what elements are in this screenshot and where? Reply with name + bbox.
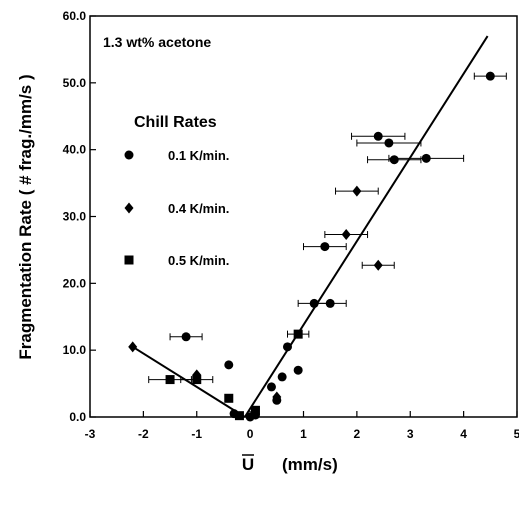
- y-tick-label: 60.0: [63, 9, 87, 23]
- data-point-circle: [485, 71, 495, 81]
- data-point-diamond: [352, 185, 362, 197]
- data-points: [128, 71, 507, 422]
- data-point-circle: [282, 342, 292, 352]
- y-tick-label: 40.0: [63, 143, 87, 157]
- data-point-square: [224, 393, 234, 403]
- data-point-circle: [389, 155, 399, 165]
- y-tick-label: 0.0: [69, 410, 86, 424]
- data-point-circle: [224, 360, 234, 370]
- y-axis-label: Fragmentation Rate ( # frag./mm/s ): [16, 74, 35, 359]
- x-tick-label: -1: [191, 427, 202, 441]
- data-point-square: [250, 405, 260, 415]
- data-point-diamond: [341, 229, 351, 241]
- y-tick-label: 10.0: [63, 343, 87, 357]
- data-point-circle: [373, 131, 383, 141]
- legend-label: 0.5 K/min.: [168, 253, 229, 268]
- data-point-circle: [277, 372, 287, 382]
- data-point-square: [165, 375, 175, 385]
- x-axis-label: U: [242, 455, 254, 474]
- x-axis-unit: (mm/s): [282, 455, 338, 474]
- data-point-diamond: [272, 391, 282, 403]
- x-tick-label: -3: [85, 427, 96, 441]
- y-tick-label: 20.0: [63, 276, 87, 290]
- fit-lines: [132, 35, 489, 418]
- legend-items: 0.1 K/min. 0.4 K/min. 0.5 K/min.: [124, 148, 229, 268]
- data-point-circle: [266, 382, 276, 392]
- legend-marker-circle: [124, 150, 134, 160]
- data-point-circle: [293, 365, 303, 375]
- legend-label: 0.4 K/min.: [168, 201, 229, 216]
- data-point-circle: [181, 332, 191, 342]
- y-tick-label: 50.0: [63, 76, 87, 90]
- data-point-circle: [320, 242, 330, 252]
- axis-ticks: -3 -2 -1 0 1 2 3 4 50.010.020.030.040.050.060.0: [63, 9, 519, 441]
- fit-line: [132, 345, 246, 418]
- legend-title: Chill Rates: [134, 114, 217, 131]
- data-point-square: [234, 411, 244, 421]
- data-point-diamond: [373, 259, 383, 271]
- legend-marker-diamond: [124, 202, 134, 214]
- x-axis-label-group: U (mm/s): [242, 454, 338, 474]
- legend-marker-square: [124, 255, 134, 265]
- y-tick-label: 30.0: [63, 210, 87, 224]
- data-point-square: [293, 329, 303, 339]
- chart-annotation: 1.3 wt% acetone: [103, 34, 211, 50]
- x-tick-label: 3: [407, 427, 414, 441]
- data-point-circle: [421, 153, 431, 163]
- x-tick-label: 5: [514, 427, 519, 441]
- x-tick-label: 4: [460, 427, 467, 441]
- plot-frame: [89, 15, 518, 418]
- x-tick-label: 2: [354, 427, 361, 441]
- data-point-circle: [325, 298, 335, 308]
- legend: Chill Rates 0.1 K/min. 0.4 K/min. 0.5 K/mi…: [124, 114, 229, 268]
- legend-label: 0.1 K/min.: [168, 148, 229, 163]
- fit-line: [243, 35, 489, 418]
- x-tick-label: -2: [138, 427, 149, 441]
- data-point-diamond: [128, 341, 138, 353]
- x-tick-label: 0: [247, 427, 254, 441]
- data-point-circle: [384, 138, 394, 148]
- x-tick-label: 1: [300, 427, 307, 441]
- data-point-square: [192, 375, 202, 385]
